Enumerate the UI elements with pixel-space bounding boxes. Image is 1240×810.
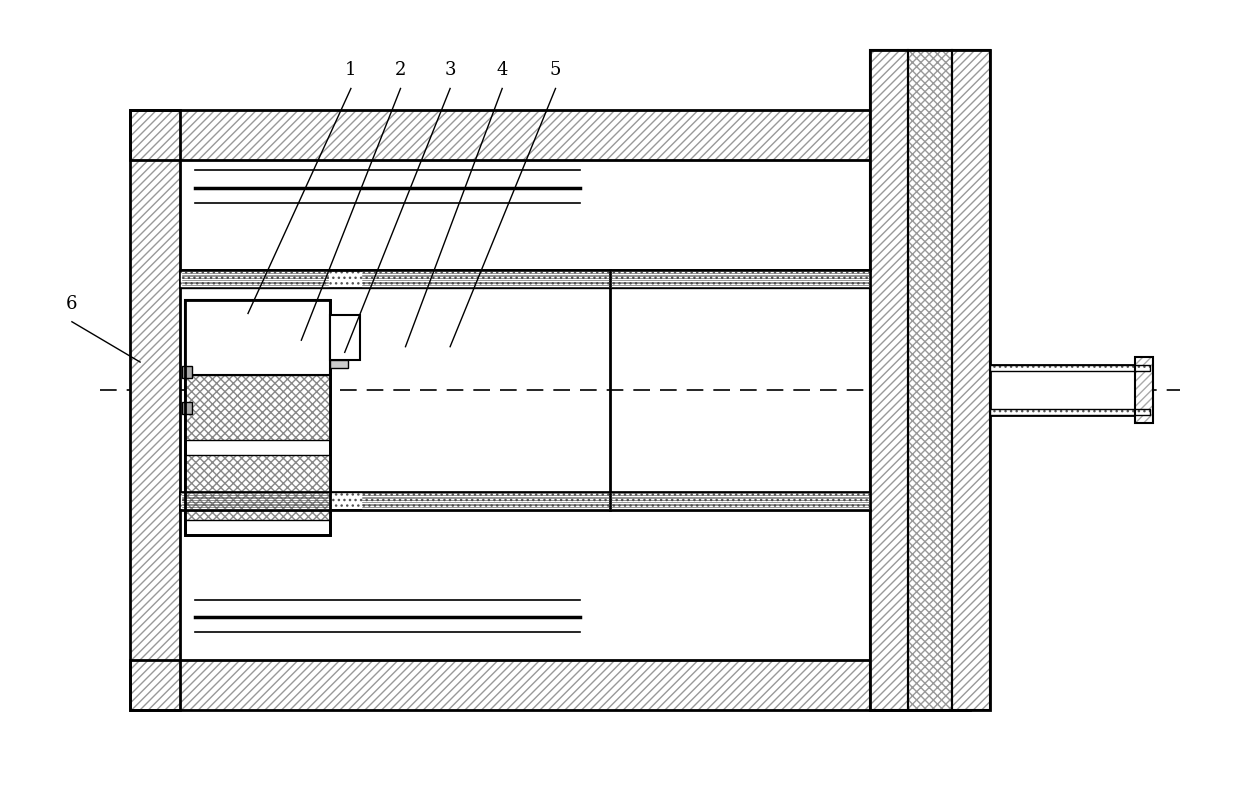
Bar xyxy=(130,110,970,160)
Bar xyxy=(908,50,952,710)
Bar xyxy=(330,360,348,368)
Bar xyxy=(330,315,360,360)
Text: 2: 2 xyxy=(394,62,407,79)
Bar xyxy=(1135,357,1153,423)
Bar xyxy=(870,50,990,710)
Bar xyxy=(990,409,1149,415)
Bar xyxy=(185,455,330,520)
Bar xyxy=(130,660,970,710)
Bar xyxy=(130,660,970,710)
Bar xyxy=(952,50,990,710)
Bar xyxy=(182,402,192,414)
Bar xyxy=(990,365,1149,371)
Bar xyxy=(180,270,870,288)
Bar xyxy=(990,409,1149,415)
Bar xyxy=(185,455,330,520)
Bar xyxy=(182,366,192,378)
Bar xyxy=(185,375,330,440)
Bar xyxy=(870,50,908,710)
Bar xyxy=(180,270,870,288)
Bar xyxy=(180,492,870,510)
Bar xyxy=(130,110,180,710)
Bar xyxy=(952,50,990,710)
Bar xyxy=(870,50,908,710)
Text: 4: 4 xyxy=(496,62,508,79)
Text: 1: 1 xyxy=(345,62,357,79)
Text: 3: 3 xyxy=(444,62,456,79)
Text: 5: 5 xyxy=(549,62,562,79)
Bar xyxy=(1135,357,1153,423)
Bar xyxy=(130,110,970,160)
Bar xyxy=(180,492,870,510)
Bar xyxy=(990,365,1149,415)
Bar xyxy=(185,300,330,535)
Bar xyxy=(130,110,180,710)
Bar xyxy=(185,375,330,440)
Bar xyxy=(185,300,330,535)
Bar xyxy=(908,50,952,710)
Text: 6: 6 xyxy=(66,295,78,313)
Bar xyxy=(990,365,1149,371)
Bar xyxy=(185,300,330,375)
